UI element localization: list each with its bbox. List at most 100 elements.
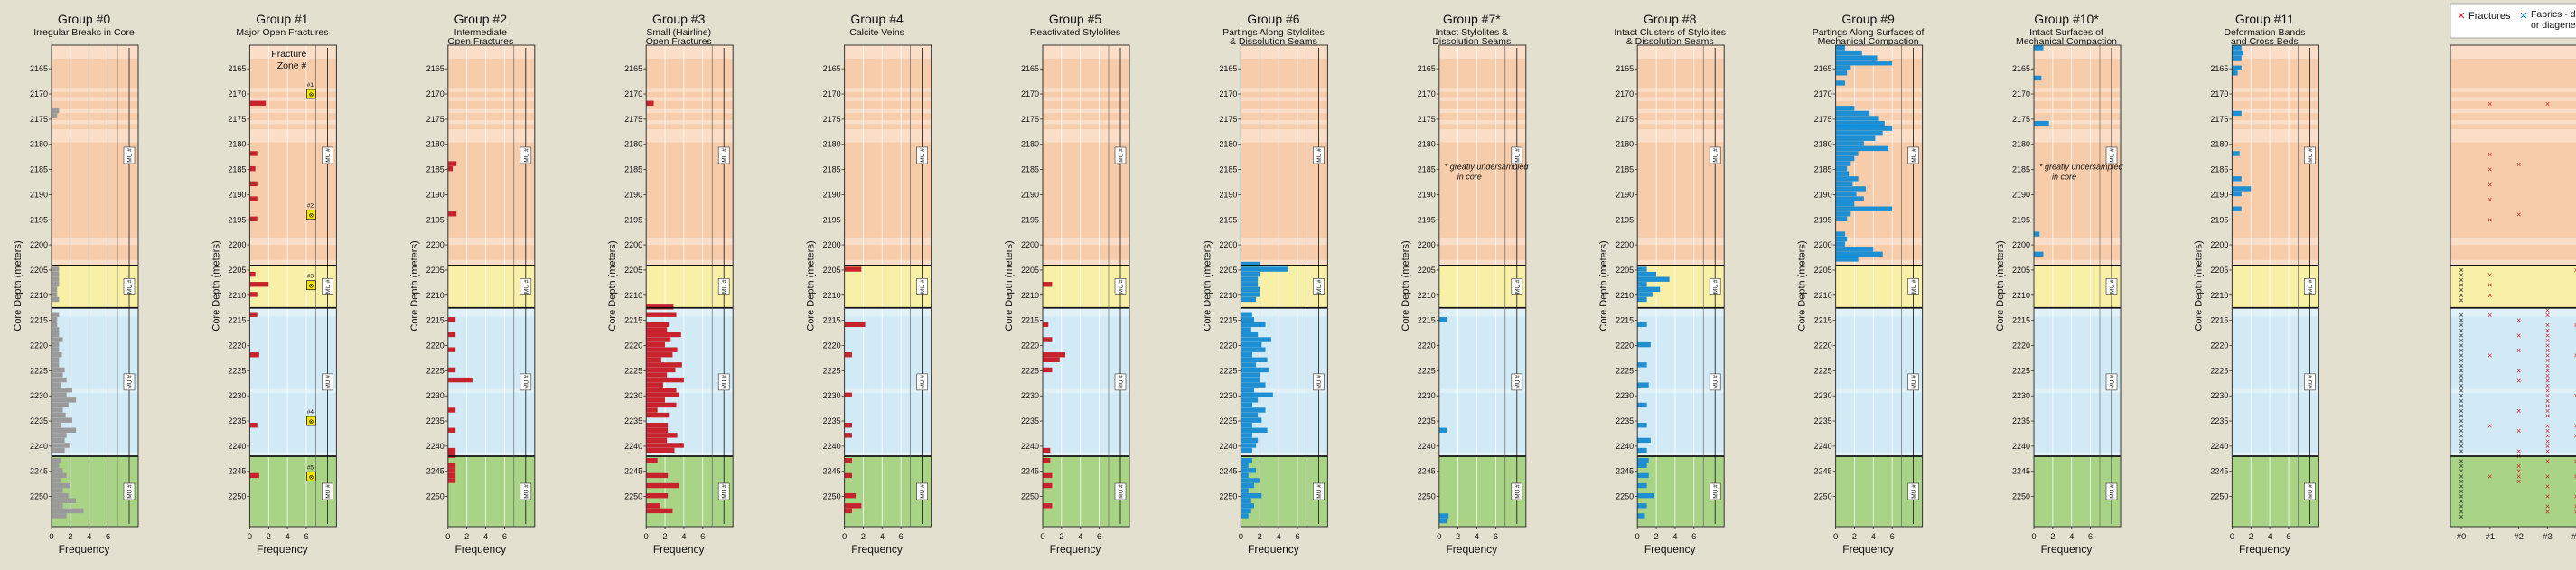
y-tick-label: 2185: [823, 165, 841, 174]
frequency-bar: [1043, 322, 1049, 328]
mu-tag-box: [322, 482, 333, 500]
summary-point: ×: [2459, 361, 2463, 370]
y-tick-label: 2195: [1418, 215, 1436, 224]
panel-subtitle-2: Mechanical Compaction: [2016, 36, 2117, 47]
summary-mu-band: [2450, 45, 2576, 266]
frequency-bar: [52, 362, 60, 368]
summary-point: ×: [2459, 295, 2463, 304]
mu-tag-label: MU #: [1316, 279, 1323, 294]
y-tick-label: 2165: [2012, 64, 2030, 73]
y-tick-label: 2195: [228, 215, 246, 224]
summary-point: ×: [2459, 397, 2463, 406]
mu-tag-box: [1114, 373, 1127, 391]
y-tick-label: 2180: [823, 140, 841, 149]
light-stripe: [1241, 259, 1328, 266]
panel-subtitle: Intact Clusters of Stylolites: [1614, 27, 1726, 38]
y-tick-label: 2165: [1814, 64, 1832, 73]
y-tick-label: 2235: [426, 416, 445, 425]
frequency-bar: [1637, 402, 1647, 408]
y-tick-label: 2225: [2210, 366, 2228, 375]
frequency-bar: [646, 443, 684, 448]
y-tick-label: 2215: [30, 316, 48, 325]
y-tick-label: 2205: [30, 266, 48, 275]
frequency-bar: [844, 503, 862, 509]
frequency-bar: [52, 357, 60, 363]
light-stripe: [249, 119, 337, 125]
panel-title: Group #3: [652, 12, 706, 26]
light-stripe: [249, 129, 337, 143]
summary-point: ×: [2545, 351, 2550, 360]
y-tick-label: 2250: [1418, 492, 1436, 501]
y-tick-label: 2230: [228, 391, 246, 400]
panel-subtitle-2: Mechanical Compaction: [1818, 36, 1919, 47]
light-stripe: [1637, 45, 1725, 60]
summary-point: ×: [2545, 371, 2550, 380]
mu-tag-box: [1709, 146, 1721, 164]
y-tick-label: 2170: [426, 89, 445, 98]
summary-panel: ×Fractures×Fabrics - depositionalor diag…: [2450, 3, 2576, 542]
frequency-bar: [1637, 266, 1647, 272]
summary-point: ×: [2487, 281, 2492, 290]
light-stripe: [1043, 452, 1129, 457]
y-tick-label: 2200: [228, 240, 246, 249]
y-tick-label: 2190: [2210, 190, 2228, 199]
light-stripe: [2232, 452, 2319, 457]
summary-mu-band: [2450, 456, 2576, 527]
panel-subtitle: Major Open Fractures: [236, 27, 328, 38]
light-stripe: [2034, 97, 2121, 101]
light-stripe: [52, 108, 138, 114]
summary-frame: [2450, 44, 2576, 528]
fracture-zone-id: #5: [307, 464, 314, 471]
x-tick-label: 2: [662, 532, 667, 542]
frequency-bar: [2232, 110, 2242, 117]
summary-point: ×: [2516, 316, 2521, 325]
frequency-bar: [1637, 341, 1651, 348]
frequency-bar: [2232, 45, 2242, 51]
y-tick-label: 2250: [2210, 492, 2228, 501]
y-tick-label: 2180: [30, 140, 48, 149]
x-tick-label: 4: [1276, 532, 1280, 542]
light-stripe: [2034, 452, 2121, 457]
frequency-bar: [1241, 478, 1260, 483]
summary-point: ×: [2545, 387, 2550, 396]
frequency-bar: [2232, 55, 2242, 61]
y-tick-label: 2225: [2012, 366, 2030, 375]
summary-point: ×: [2574, 422, 2576, 431]
y-tick-label: 2170: [1814, 89, 1832, 98]
light-stripe: [1835, 307, 1923, 317]
x-tick-label: 6: [106, 532, 110, 542]
y-tick-label: 2245: [1021, 467, 1039, 476]
mu-tag-box: [322, 373, 333, 391]
y-tick-label: 2250: [1021, 492, 1039, 501]
panel-title: Group #8: [1644, 12, 1697, 26]
x-axis-label: Frequency: [2239, 543, 2290, 556]
y-tick-label: 2185: [2012, 165, 2030, 174]
fracture-zone-marker: [305, 471, 316, 481]
mu-tag-box: [916, 146, 928, 164]
summary-light-stripe: [2450, 238, 2576, 246]
y-tick-label: 2225: [624, 366, 642, 375]
summary-point: ×: [2574, 502, 2576, 511]
frequency-bar: [844, 508, 852, 514]
light-stripe: [2034, 238, 2121, 246]
x-tick-label: 6: [899, 532, 904, 542]
x-axis-label: Frequency: [1248, 543, 1299, 556]
frequency-bar: [2232, 65, 2242, 70]
y-tick-label: 2180: [1418, 140, 1436, 149]
y-tick-label: 2230: [1021, 391, 1039, 400]
frequency-bar: [447, 407, 456, 413]
y-tick-label: 2175: [1219, 115, 1237, 124]
summary-light-stripe: [2450, 108, 2576, 114]
light-stripe: [447, 259, 535, 266]
mu-tag-label: MU #: [722, 375, 728, 389]
undersampled-note-2: in core: [1457, 173, 1482, 182]
light-stripe: [1835, 88, 1923, 92]
summary-point: ×: [2545, 321, 2550, 330]
fracture-zone-id: #4: [307, 409, 314, 416]
y-tick-label: 2180: [1219, 140, 1237, 149]
frequency-bar: [52, 322, 58, 328]
y-axis-label: Core Depth (meters): [806, 240, 817, 331]
